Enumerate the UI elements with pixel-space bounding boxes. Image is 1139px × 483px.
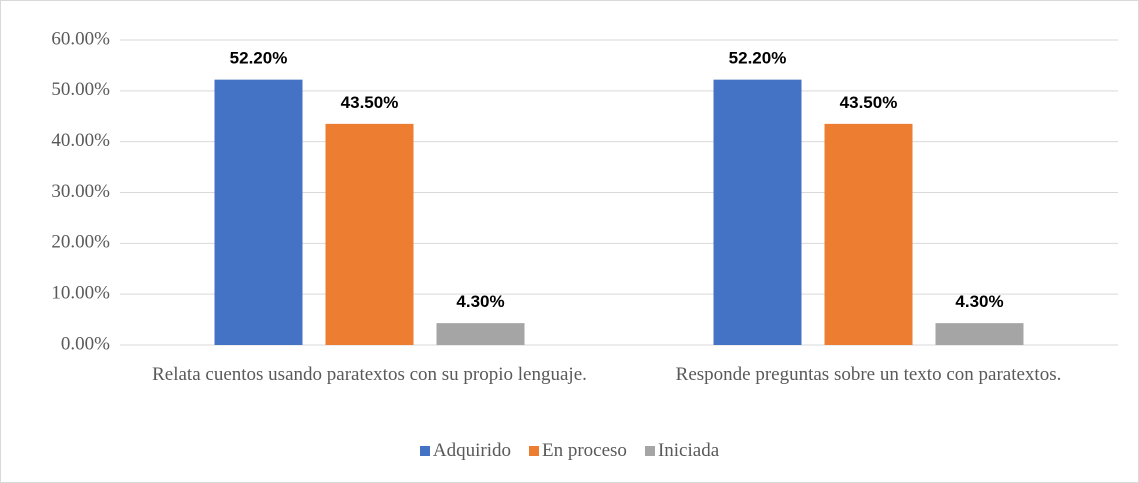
y-tick-label: 0.00%	[61, 333, 110, 354]
legend-label: Adquirido	[432, 440, 511, 461]
bar	[824, 123, 913, 345]
y-tick-label: 60.00%	[51, 28, 110, 49]
legend-label: En proceso	[541, 440, 627, 461]
bar	[325, 123, 414, 345]
legend-item: En proceso	[528, 440, 627, 462]
value-label: 4.30%	[456, 292, 504, 311]
legend-swatch	[528, 446, 539, 456]
bar	[214, 79, 303, 346]
x-tick-label: Relata cuentos usando paratextos con su …	[152, 364, 587, 385]
legend-item: Iniciada	[644, 440, 720, 462]
bar	[713, 79, 802, 346]
bar	[935, 323, 1024, 345]
legend-item: Adquirido	[419, 440, 511, 462]
legend-swatch	[419, 446, 430, 456]
value-label: 52.20%	[729, 49, 787, 68]
y-tick-label: 10.00%	[51, 283, 110, 304]
y-tick-label: 50.00%	[51, 79, 110, 100]
x-tick-label: Responde preguntas sobre un texto con pa…	[675, 364, 1062, 385]
y-tick-label: 40.00%	[51, 130, 110, 151]
value-label: 43.50%	[840, 93, 898, 112]
legend: Adquirido En proceso Iniciada	[0, 440, 1139, 462]
y-tick-label: 20.00%	[51, 232, 110, 253]
value-label: 43.50%	[341, 93, 399, 112]
value-label: 4.30%	[955, 292, 1003, 311]
y-tick-label: 30.00%	[51, 181, 110, 202]
legend-label: Iniciada	[657, 440, 720, 461]
bar	[436, 323, 525, 345]
value-label: 52.20%	[230, 49, 288, 68]
legend-swatch	[644, 446, 655, 456]
